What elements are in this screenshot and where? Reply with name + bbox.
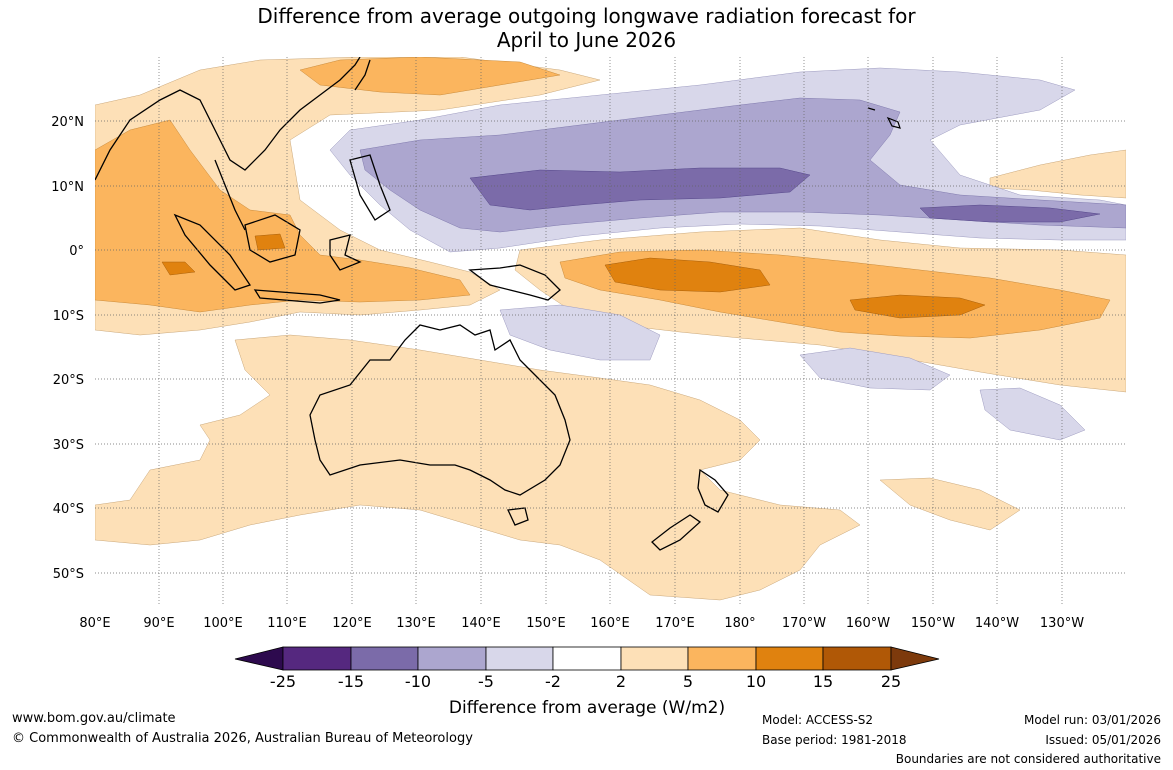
anomaly-10-15-indian-ocean	[161, 261, 196, 276]
anomaly-2-5-southern-pacific	[879, 477, 1021, 531]
colorbar-ticks: -25 -15 -10 -5 -2 2 5 10 15 25	[270, 672, 901, 691]
lon-label-90e: 90°E	[143, 616, 174, 631]
model-run-date: Model run: 03/01/2026	[1023, 713, 1161, 727]
map-title: Difference from average outgoing longwav…	[0, 4, 1173, 52]
colorbar-tick-2: -15	[338, 672, 364, 691]
lat-label-20s: 20°S	[53, 373, 84, 388]
anomaly-neg10-neg15-west-pacific	[469, 167, 811, 211]
coastline-sumatra	[173, 213, 252, 291]
colorbar-segment-7	[687, 646, 757, 671]
colorbar-segment-5	[552, 646, 622, 671]
colorbar-tick-9: 15	[813, 672, 833, 691]
anomaly-field	[95, 57, 1126, 604]
coastline-southeast-asia	[95, 57, 361, 181]
lat-label-10s: 10°S	[53, 309, 84, 324]
lat-label-30s: 30°S	[53, 438, 84, 453]
website-link[interactable]: www.bom.gov.au/climate	[12, 711, 176, 726]
lon-label-170w: 170°W	[782, 616, 826, 631]
coastline-malay-peninsula	[214, 159, 246, 231]
colorbar-tick-4: -5	[478, 672, 494, 691]
lat-label-20n: 20°N	[51, 115, 84, 130]
lon-label-80e: 80°E	[79, 616, 110, 631]
anomaly-neg2-neg5-south-pacific-2	[979, 387, 1086, 441]
boundaries-disclaimer: Boundaries are not considered authoritat…	[895, 752, 1161, 766]
latitude-labels: 20°N 10°N 0° 10°S 20°S 30°S 40°S 50°S	[51, 115, 84, 582]
issued-date: Issued: 05/01/2026	[1045, 733, 1161, 747]
colorbar-segment-2	[350, 646, 419, 671]
colorbar-tick-5: -2	[545, 672, 561, 691]
anomaly-10-15-east-pacific	[849, 294, 986, 319]
colorbar-tick-8: 10	[746, 672, 766, 691]
colorbar-low-extend	[234, 646, 284, 671]
anomaly-neg2-neg5-coral-sea	[499, 304, 661, 361]
base-period: Base period: 1981-2018	[762, 733, 907, 747]
colorbar-segment-1	[282, 646, 352, 671]
anomaly-10-15-central-pacific	[604, 257, 771, 293]
coastline-new-zealand	[651, 468, 729, 551]
colorbar-segment-8	[755, 646, 824, 671]
colorbar-tick-7: 5	[683, 672, 693, 691]
coastline-sulawesi	[329, 234, 362, 271]
coastline-philippines	[349, 154, 391, 221]
lat-label-50s: 50°S	[53, 567, 84, 582]
colorbar-tick-6: 2	[616, 672, 626, 691]
anomaly-2-5-australia	[95, 334, 861, 601]
anomaly-5-10-north-indian	[299, 57, 561, 96]
coastline-java	[253, 289, 341, 304]
title-line-2: April to June 2026	[496, 28, 677, 52]
colorbar-segment-6	[620, 646, 689, 671]
anomaly-neg2-neg5-south-pacific-1	[799, 347, 951, 391]
colorbar-high-extend	[890, 646, 940, 671]
lon-label-160e: 160°E	[590, 616, 630, 631]
colorbar-segment-9	[822, 646, 892, 671]
lat-label-40s: 40°S	[53, 502, 84, 517]
longitude-labels: 80°E 90°E 100°E 110°E 120°E 130°E 140°E …	[79, 616, 1084, 631]
colorbar	[234, 646, 940, 671]
coastline-tasmania	[507, 507, 529, 526]
colorbar-label: Difference from average (W/m2)	[449, 698, 725, 718]
colorbar-tick-10: 25	[881, 672, 901, 691]
colorbar-segment-3	[417, 646, 487, 671]
title-line-1: Difference from average outgoing longwav…	[257, 4, 916, 28]
lon-label-150w: 150°W	[911, 616, 955, 631]
lat-label-0: 0°	[69, 244, 84, 259]
lon-label-130w: 130°W	[1040, 616, 1084, 631]
lon-label-180: 180°	[724, 616, 755, 631]
lon-label-170e: 170°E	[655, 616, 695, 631]
lon-label-100e: 100°E	[203, 616, 243, 631]
graticule	[95, 57, 1126, 604]
copyright-notice: © Commonwealth of Australia 2026, Austra…	[12, 731, 473, 746]
colorbar-segment-4	[485, 646, 554, 671]
lon-label-110e: 110°E	[267, 616, 307, 631]
colorbar-tick-3: -10	[405, 672, 431, 691]
anomaly-5-10-indian-ocean	[95, 119, 471, 313]
colorbar-tick-1: -25	[270, 672, 296, 691]
anomaly-10-15-borneo	[254, 233, 286, 251]
lon-label-120e: 120°E	[332, 616, 372, 631]
lon-label-160w: 160°W	[846, 616, 890, 631]
model-name: Model: ACCESS-S2	[762, 713, 874, 727]
lon-label-140w: 140°W	[975, 616, 1019, 631]
lon-label-150e: 150°E	[526, 616, 566, 631]
coastline-australia	[309, 324, 571, 496]
coastline-hawaii	[867, 107, 901, 129]
lat-label-10n: 10°N	[51, 180, 84, 195]
coastline-new-guinea	[468, 264, 561, 301]
coastline-borneo	[244, 214, 301, 263]
coastlines	[95, 57, 729, 551]
lon-label-140e: 140°E	[461, 616, 501, 631]
lon-label-130e: 130°E	[396, 616, 436, 631]
anomaly-neg10-neg15-east-pacific	[919, 204, 1101, 223]
coastline-japan	[354, 59, 371, 91]
